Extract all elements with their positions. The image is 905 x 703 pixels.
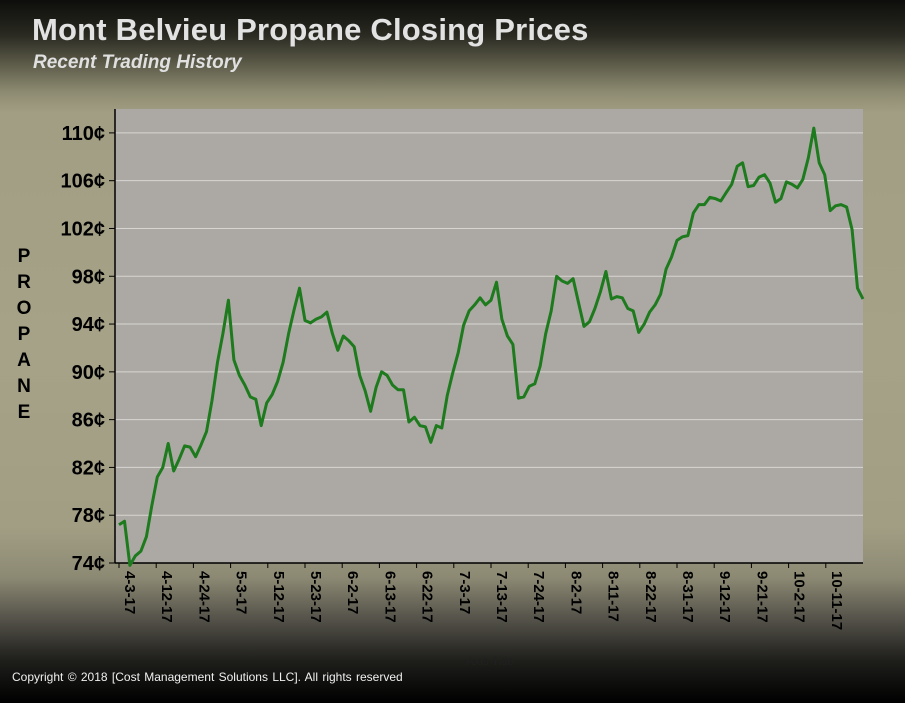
y-tick-label: 98¢ bbox=[72, 266, 105, 288]
x-axis-ticks: 4-3-17 4-12-17 4-24-17 5-3-17 5-12-17 5-23-17… bbox=[118, 563, 845, 630]
x-tick-label: 4-3-17 bbox=[121, 571, 138, 614]
gridlines bbox=[115, 132, 863, 516]
x-tick-label: 8-22-17 bbox=[642, 571, 659, 623]
x-tick-label: 5-3-17 bbox=[233, 571, 250, 614]
x-axis-title: Axis Title bbox=[465, 654, 514, 668]
chart-title: Mont Belvieu Propane Closing Prices bbox=[32, 12, 589, 47]
x-tick-label: 6-22-17 bbox=[419, 571, 436, 623]
x-tick-label: 9-21-17 bbox=[753, 571, 770, 623]
x-tick-label: 8-2-17 bbox=[567, 571, 584, 614]
x-tick-label: 7-13-17 bbox=[493, 571, 510, 623]
y-axis-label: PROPANE bbox=[16, 246, 32, 423]
x-tick-label: 9-12-17 bbox=[716, 571, 733, 623]
x-tick-label: 6-13-17 bbox=[381, 571, 398, 623]
x-tick-label: 4-24-17 bbox=[195, 571, 212, 623]
x-tick-label: 7-24-17 bbox=[530, 571, 547, 623]
plot-area bbox=[115, 109, 863, 563]
x-tick-label: 10-2-17 bbox=[791, 571, 808, 623]
price-series-line bbox=[118, 126, 865, 567]
y-tick-label: 94¢ bbox=[72, 314, 105, 336]
y-tick-label: 86¢ bbox=[72, 410, 105, 432]
x-tick-label: 5-23-17 bbox=[307, 571, 324, 623]
y-tick-label: 78¢ bbox=[72, 505, 105, 527]
y-tick-label: 82¢ bbox=[72, 457, 105, 479]
chart-subtitle: Recent Trading History bbox=[33, 52, 242, 73]
x-tick-label: 4-12-17 bbox=[158, 571, 175, 623]
y-tick-label: 106¢ bbox=[61, 171, 106, 193]
y-tick-label: 110¢ bbox=[62, 123, 105, 145]
x-tick-label: 8-11-17 bbox=[605, 571, 622, 622]
y-tick-label: 102¢ bbox=[61, 218, 106, 240]
x-tick-label: 5-12-17 bbox=[270, 571, 287, 623]
y-axis-ticks: 74¢ 78¢ 82¢ 86¢ 90¢ 94¢ 98¢ 102¢ 106¢ 110¢ bbox=[61, 123, 115, 575]
x-tick-label: 8-31-17 bbox=[679, 571, 696, 623]
x-tick-label: 6-2-17 bbox=[344, 571, 361, 614]
y-tick-label: 74¢ bbox=[72, 553, 105, 575]
x-tick-label: 10-11-17 bbox=[828, 571, 845, 630]
y-tick-label: 90¢ bbox=[72, 362, 105, 384]
copyright-text: Copyright © 2018 [Cost Management Soluti… bbox=[12, 670, 403, 684]
x-tick-label: 7-3-17 bbox=[456, 571, 473, 614]
